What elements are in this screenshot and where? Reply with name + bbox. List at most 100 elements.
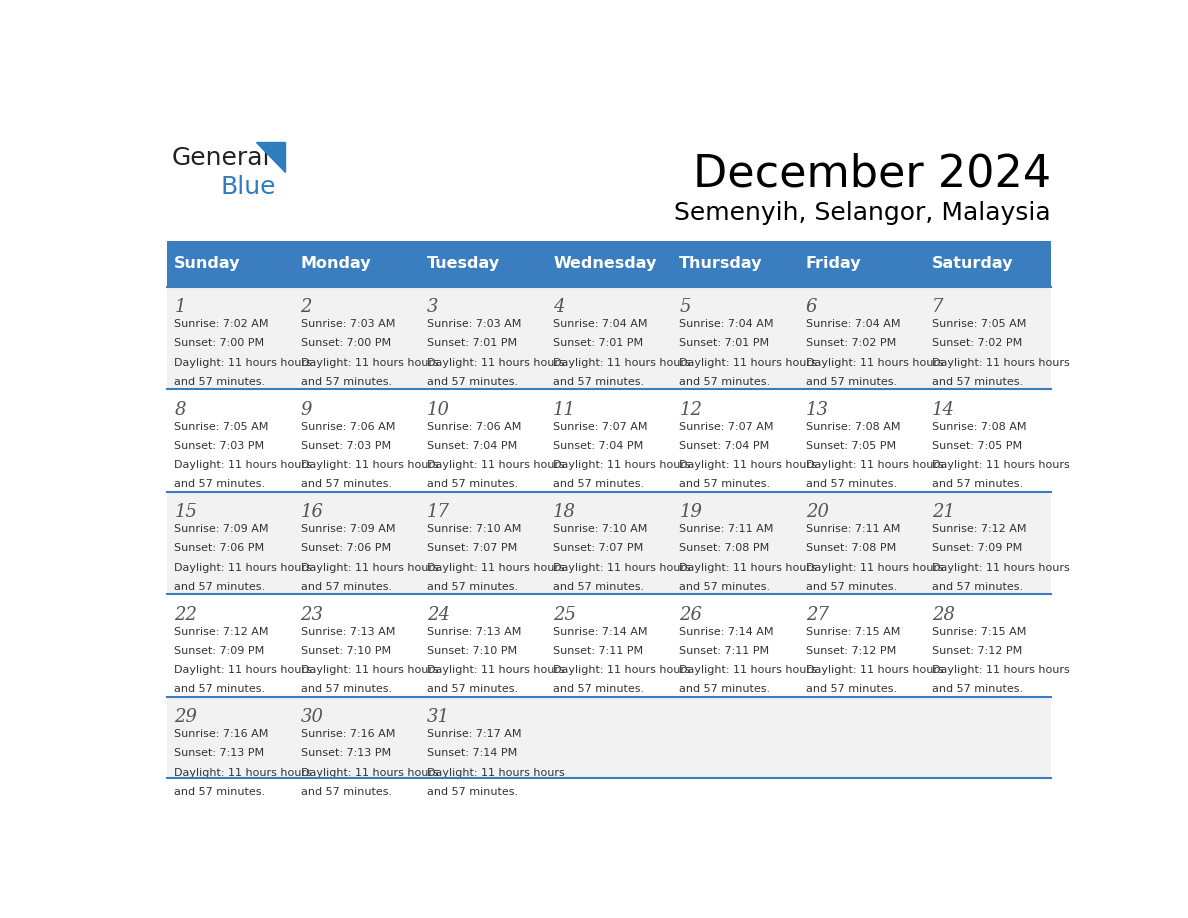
- Text: Sunrise: 7:03 AM: Sunrise: 7:03 AM: [301, 319, 394, 330]
- Text: Daylight: 11 hours hours: Daylight: 11 hours hours: [175, 767, 312, 778]
- Text: 21: 21: [931, 503, 955, 521]
- Text: and 57 minutes.: and 57 minutes.: [175, 479, 265, 489]
- Text: and 57 minutes.: and 57 minutes.: [805, 479, 897, 489]
- Text: and 57 minutes.: and 57 minutes.: [680, 479, 771, 489]
- Text: Sunset: 7:12 PM: Sunset: 7:12 PM: [805, 646, 896, 656]
- Text: Sunset: 7:04 PM: Sunset: 7:04 PM: [554, 441, 644, 451]
- Text: and 57 minutes.: and 57 minutes.: [426, 376, 518, 386]
- Text: Sunset: 7:08 PM: Sunset: 7:08 PM: [805, 543, 896, 554]
- Text: Daylight: 11 hours hours: Daylight: 11 hours hours: [301, 563, 438, 573]
- Text: Daylight: 11 hours hours: Daylight: 11 hours hours: [426, 665, 564, 675]
- Text: Sunrise: 7:09 AM: Sunrise: 7:09 AM: [175, 524, 268, 534]
- Text: and 57 minutes.: and 57 minutes.: [175, 376, 265, 386]
- Text: Daylight: 11 hours hours: Daylight: 11 hours hours: [680, 563, 817, 573]
- Text: and 57 minutes.: and 57 minutes.: [554, 376, 644, 386]
- Text: 18: 18: [554, 503, 576, 521]
- Text: and 57 minutes.: and 57 minutes.: [426, 684, 518, 694]
- Text: and 57 minutes.: and 57 minutes.: [931, 684, 1023, 694]
- Text: and 57 minutes.: and 57 minutes.: [931, 376, 1023, 386]
- Text: and 57 minutes.: and 57 minutes.: [175, 684, 265, 694]
- Text: Friday: Friday: [805, 256, 861, 272]
- Bar: [166, 697, 1051, 778]
- Text: Daylight: 11 hours hours: Daylight: 11 hours hours: [680, 357, 817, 367]
- Text: Sunrise: 7:09 AM: Sunrise: 7:09 AM: [301, 524, 396, 534]
- Text: Daylight: 11 hours hours: Daylight: 11 hours hours: [426, 563, 564, 573]
- Text: Sunset: 7:11 PM: Sunset: 7:11 PM: [554, 646, 643, 656]
- Text: Sunset: 7:10 PM: Sunset: 7:10 PM: [301, 646, 391, 656]
- Text: and 57 minutes.: and 57 minutes.: [554, 479, 644, 489]
- Text: Sunrise: 7:10 AM: Sunrise: 7:10 AM: [426, 524, 522, 534]
- Text: and 57 minutes.: and 57 minutes.: [680, 684, 771, 694]
- Text: Sunset: 7:13 PM: Sunset: 7:13 PM: [301, 748, 391, 758]
- Text: and 57 minutes.: and 57 minutes.: [426, 787, 518, 797]
- Text: Sunrise: 7:04 AM: Sunrise: 7:04 AM: [554, 319, 647, 330]
- Text: Sunrise: 7:06 AM: Sunrise: 7:06 AM: [426, 422, 522, 431]
- Text: Sunrise: 7:07 AM: Sunrise: 7:07 AM: [554, 422, 647, 431]
- Text: Tuesday: Tuesday: [426, 256, 500, 272]
- Text: Daylight: 11 hours hours: Daylight: 11 hours hours: [554, 460, 691, 470]
- Text: Daylight: 11 hours hours: Daylight: 11 hours hours: [426, 460, 564, 470]
- Text: Daylight: 11 hours hours: Daylight: 11 hours hours: [554, 563, 691, 573]
- Text: Saturday: Saturday: [931, 256, 1013, 272]
- Text: Daylight: 11 hours hours: Daylight: 11 hours hours: [680, 460, 817, 470]
- Text: Daylight: 11 hours hours: Daylight: 11 hours hours: [175, 563, 312, 573]
- Text: 11: 11: [554, 400, 576, 419]
- Text: Sunrise: 7:08 AM: Sunrise: 7:08 AM: [805, 422, 901, 431]
- Text: 10: 10: [426, 400, 450, 419]
- Text: Sunrise: 7:16 AM: Sunrise: 7:16 AM: [175, 730, 268, 739]
- Text: Sunrise: 7:04 AM: Sunrise: 7:04 AM: [805, 319, 901, 330]
- Text: Daylight: 11 hours hours: Daylight: 11 hours hours: [931, 357, 1069, 367]
- Text: and 57 minutes.: and 57 minutes.: [426, 582, 518, 591]
- Text: Sunset: 7:06 PM: Sunset: 7:06 PM: [301, 543, 391, 554]
- Text: Sunset: 7:00 PM: Sunset: 7:00 PM: [301, 339, 391, 349]
- Text: Sunrise: 7:14 AM: Sunrise: 7:14 AM: [680, 627, 773, 637]
- Text: Sunset: 7:14 PM: Sunset: 7:14 PM: [426, 748, 517, 758]
- Text: 23: 23: [301, 606, 323, 623]
- Text: Sunrise: 7:05 AM: Sunrise: 7:05 AM: [931, 319, 1026, 330]
- Text: Sunset: 7:03 PM: Sunset: 7:03 PM: [301, 441, 391, 451]
- Text: Daylight: 11 hours hours: Daylight: 11 hours hours: [301, 767, 438, 778]
- Text: Sunrise: 7:13 AM: Sunrise: 7:13 AM: [426, 627, 522, 637]
- Text: Sunset: 7:02 PM: Sunset: 7:02 PM: [805, 339, 896, 349]
- Text: 24: 24: [426, 606, 450, 623]
- Text: 4: 4: [554, 298, 564, 316]
- Text: Sunset: 7:05 PM: Sunset: 7:05 PM: [805, 441, 896, 451]
- Text: Sunset: 7:00 PM: Sunset: 7:00 PM: [175, 339, 265, 349]
- Text: and 57 minutes.: and 57 minutes.: [175, 582, 265, 591]
- Text: Sunrise: 7:14 AM: Sunrise: 7:14 AM: [554, 627, 647, 637]
- Text: 26: 26: [680, 606, 702, 623]
- Text: 7: 7: [931, 298, 943, 316]
- Text: Sunrise: 7:04 AM: Sunrise: 7:04 AM: [680, 319, 773, 330]
- Text: Sunrise: 7:08 AM: Sunrise: 7:08 AM: [931, 422, 1026, 431]
- Text: Sunrise: 7:17 AM: Sunrise: 7:17 AM: [426, 730, 522, 739]
- Bar: [166, 389, 1051, 492]
- Text: Sunrise: 7:06 AM: Sunrise: 7:06 AM: [301, 422, 394, 431]
- Text: and 57 minutes.: and 57 minutes.: [301, 479, 392, 489]
- Text: Daylight: 11 hours hours: Daylight: 11 hours hours: [426, 357, 564, 367]
- Text: Daylight: 11 hours hours: Daylight: 11 hours hours: [554, 665, 691, 675]
- Text: and 57 minutes.: and 57 minutes.: [805, 376, 897, 386]
- Text: and 57 minutes.: and 57 minutes.: [931, 582, 1023, 591]
- Text: and 57 minutes.: and 57 minutes.: [554, 582, 644, 591]
- Text: Daylight: 11 hours hours: Daylight: 11 hours hours: [554, 357, 691, 367]
- Text: Daylight: 11 hours hours: Daylight: 11 hours hours: [301, 357, 438, 367]
- Text: Sunset: 7:01 PM: Sunset: 7:01 PM: [554, 339, 643, 349]
- Text: Sunrise: 7:07 AM: Sunrise: 7:07 AM: [680, 422, 773, 431]
- Text: Monday: Monday: [301, 256, 371, 272]
- Text: 31: 31: [426, 708, 450, 726]
- Text: Daylight: 11 hours hours: Daylight: 11 hours hours: [805, 460, 943, 470]
- Text: Daylight: 11 hours hours: Daylight: 11 hours hours: [426, 767, 564, 778]
- Text: Daylight: 11 hours hours: Daylight: 11 hours hours: [931, 460, 1069, 470]
- Text: Sunrise: 7:02 AM: Sunrise: 7:02 AM: [175, 319, 268, 330]
- Text: and 57 minutes.: and 57 minutes.: [426, 479, 518, 489]
- Text: Daylight: 11 hours hours: Daylight: 11 hours hours: [301, 460, 438, 470]
- Text: Daylight: 11 hours hours: Daylight: 11 hours hours: [175, 357, 312, 367]
- Text: Daylight: 11 hours hours: Daylight: 11 hours hours: [301, 665, 438, 675]
- Text: and 57 minutes.: and 57 minutes.: [301, 787, 392, 797]
- Text: 17: 17: [426, 503, 450, 521]
- Text: Sunset: 7:11 PM: Sunset: 7:11 PM: [680, 646, 770, 656]
- Text: and 57 minutes.: and 57 minutes.: [680, 582, 771, 591]
- Text: Daylight: 11 hours hours: Daylight: 11 hours hours: [805, 563, 943, 573]
- Text: Daylight: 11 hours hours: Daylight: 11 hours hours: [680, 665, 817, 675]
- Text: and 57 minutes.: and 57 minutes.: [805, 684, 897, 694]
